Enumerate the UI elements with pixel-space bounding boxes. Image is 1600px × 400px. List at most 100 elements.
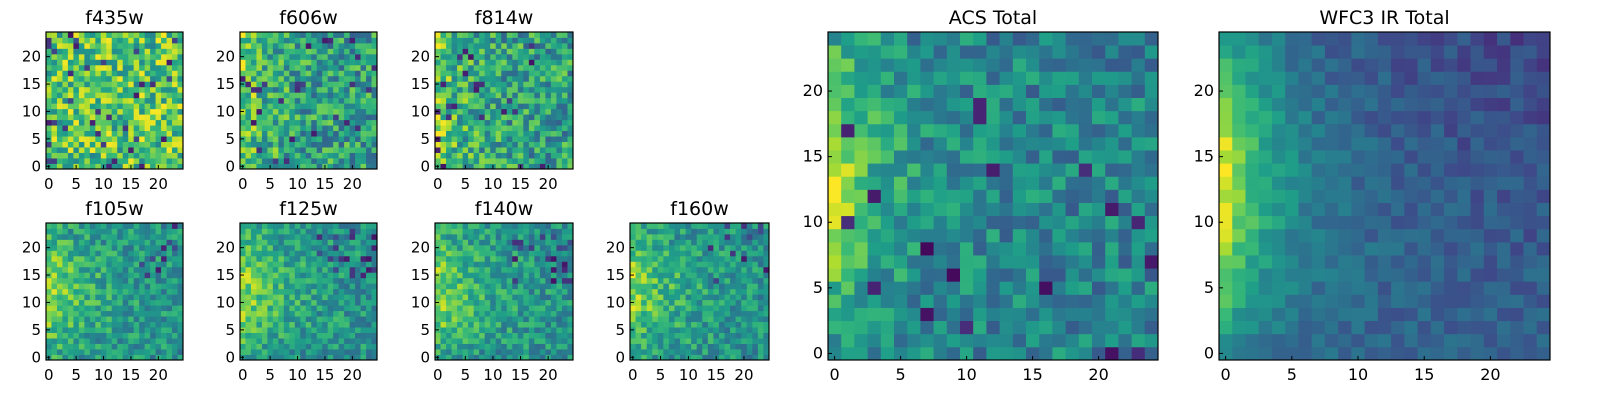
heatmap-cell	[946, 150, 961, 164]
heatmap-cell	[311, 255, 318, 262]
heatmap-cell	[95, 86, 102, 93]
heatmap-cell	[360, 288, 367, 295]
heatmap-cell	[841, 189, 855, 203]
heatmap-cell	[128, 327, 135, 333]
heatmap-cell	[294, 261, 301, 268]
heatmap-cell	[880, 202, 895, 217]
heatmap-cell	[283, 75, 290, 82]
heatmap-cell	[696, 261, 703, 268]
heatmap-cell	[161, 244, 167, 251]
heatmap-cell	[122, 158, 129, 164]
heatmap-cell	[89, 136, 96, 142]
heatmap-cell	[468, 272, 475, 279]
heatmap-cell	[828, 241, 842, 256]
heatmap-cell	[106, 136, 113, 142]
heatmap-cell	[56, 266, 63, 273]
heatmap-cell	[360, 305, 367, 312]
heatmap-cell	[484, 310, 491, 317]
heatmap-cell	[435, 283, 441, 290]
heatmap-cell	[506, 310, 513, 317]
heatmap-cell	[561, 81, 568, 88]
heatmap-cell	[707, 288, 714, 295]
heatmap-cell	[333, 147, 340, 153]
heatmap-cell	[556, 321, 563, 328]
heatmap-cell	[696, 255, 703, 262]
heatmap-cell	[539, 147, 546, 153]
heatmap-cell	[84, 141, 91, 148]
heatmap-cell	[84, 228, 91, 235]
heatmap-cell	[62, 92, 69, 99]
heatmap-cell	[517, 244, 524, 251]
heatmap-cell	[133, 81, 140, 88]
heatmap-cell	[122, 321, 129, 328]
heatmap-cell	[155, 244, 162, 251]
heatmap-cell	[528, 53, 535, 60]
heatmap-cell	[696, 228, 703, 235]
heatmap-cell	[155, 64, 162, 71]
heatmap-cell	[506, 125, 513, 132]
heatmap-cell	[51, 53, 58, 60]
heatmap-cell	[360, 321, 367, 328]
heatmap-cell	[161, 343, 167, 350]
heatmap-cell	[51, 327, 58, 333]
heatmap-cell	[517, 37, 524, 44]
heatmap-cell	[880, 346, 895, 361]
heatmap-cell	[523, 266, 530, 273]
heatmap-cell	[960, 123, 974, 138]
heatmap-cell	[333, 316, 340, 323]
heatmap-cell	[155, 294, 162, 301]
heatmap-cell	[696, 266, 703, 273]
heatmap-cell	[261, 327, 268, 333]
heatmap-cell	[106, 59, 113, 66]
heatmap-cell	[360, 294, 367, 301]
heatmap-cell	[534, 130, 541, 137]
heatmap-cell	[907, 215, 921, 230]
heatmap-cell	[440, 272, 447, 279]
heatmap-cell	[479, 103, 486, 110]
heatmap-cell	[150, 152, 156, 159]
heatmap-cell	[539, 228, 546, 235]
heatmap-cell	[550, 86, 557, 93]
heatmap-cell	[161, 108, 167, 115]
heatmap-cell	[316, 81, 323, 88]
heatmap-cell	[512, 59, 519, 66]
heatmap-cell	[366, 272, 372, 279]
heatmap-cell	[517, 305, 524, 312]
heatmap-cell	[333, 283, 340, 290]
heatmap-cell	[539, 48, 546, 55]
heatmap-cell	[240, 266, 246, 273]
heatmap-cell	[73, 130, 80, 137]
heatmap-cell	[446, 338, 452, 344]
heatmap-cell	[1039, 268, 1053, 282]
heatmap-cell	[144, 261, 151, 268]
heatmap-cell	[534, 310, 541, 317]
heatmap-cell	[111, 108, 118, 115]
heatmap-cell	[327, 70, 334, 77]
heatmap-cell	[95, 255, 102, 262]
heatmap-cell	[283, 141, 290, 148]
heatmap-cell	[663, 244, 670, 251]
heatmap-cell	[479, 288, 486, 295]
heatmap-cell	[635, 321, 642, 328]
heatmap-cell	[62, 343, 69, 350]
heatmap-cell	[630, 223, 636, 229]
heatmap-cell	[322, 294, 329, 301]
heatmap-cell	[718, 255, 725, 262]
heatmap-cell	[680, 294, 686, 301]
heatmap-cell	[567, 147, 574, 153]
heatmap-cell	[67, 349, 74, 355]
heatmap-cell	[512, 349, 519, 355]
heatmap-cell	[316, 354, 323, 361]
heatmap-cell	[51, 75, 58, 82]
heatmap-cell	[366, 163, 372, 170]
heatmap-cell	[294, 283, 301, 290]
heatmap-cell	[73, 310, 80, 317]
heatmap-cell	[512, 266, 519, 273]
heatmap-cell	[960, 202, 974, 217]
heatmap-cell	[311, 233, 318, 240]
heatmap-cell	[933, 123, 948, 138]
heatmap-cell	[1092, 346, 1106, 361]
heatmap-cell	[150, 53, 156, 60]
heatmap-cell	[523, 332, 530, 339]
heatmap-cell	[646, 316, 653, 323]
